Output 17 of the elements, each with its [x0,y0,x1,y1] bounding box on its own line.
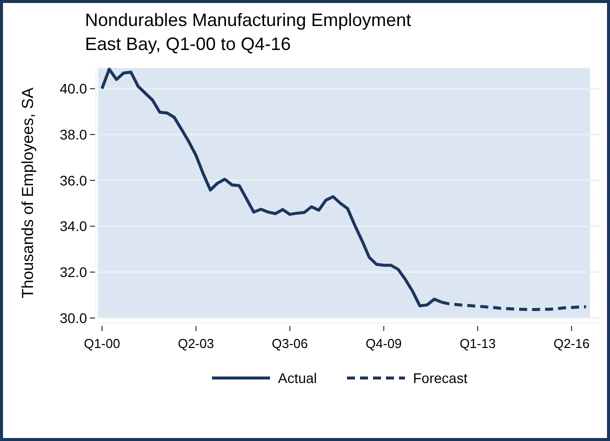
y-tick-label: 38.0 [60,126,88,142]
x-tick-label: Q4-09 [366,336,402,351]
x-tick-label: Q2-16 [553,336,590,351]
y-tick-label: 32.0 [60,264,88,280]
chart-subtitle: East Bay, Q1-00 to Q4-16 [85,34,291,54]
y-tick-label: 36.0 [60,172,88,188]
chart-title: Nondurables Manufacturing Employment [85,10,412,30]
legend-label: Forecast [413,370,468,386]
x-tick-label: Q2-03 [178,336,214,351]
x-tick-label: Q1-13 [460,336,496,351]
y-tick-label: 34.0 [60,218,88,234]
y-tick-label: 30.0 [60,310,88,326]
x-tick-label: Q1-00 [84,336,120,351]
x-tick-label: Q3-06 [272,336,308,351]
y-tick-label: 40.0 [60,80,88,97]
y-axis-title: Thousands of Employees, SA [20,87,37,298]
legend-label: Actual [278,370,317,386]
